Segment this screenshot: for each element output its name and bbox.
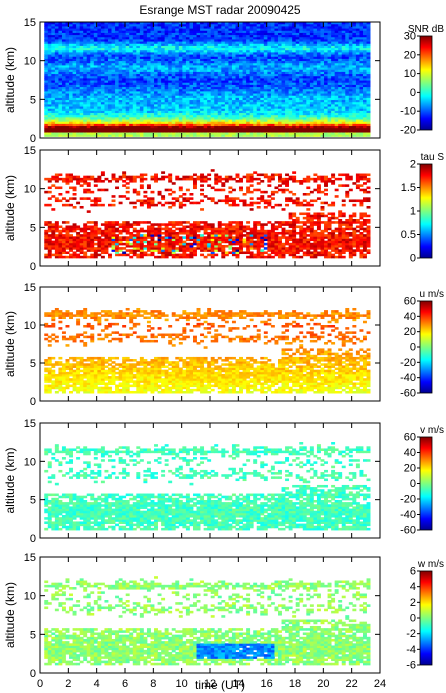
heatmap-cell — [44, 178, 48, 181]
heatmap-cell — [48, 204, 52, 207]
colorbar-tick-label: 0 — [410, 87, 416, 99]
heatmap-cell — [51, 195, 55, 198]
heatmap-cell — [44, 191, 48, 194]
heatmap-cell — [51, 184, 55, 187]
heatmap-cell — [48, 191, 52, 194]
heatmap-cell — [44, 254, 48, 257]
heatmap-cell — [51, 241, 55, 244]
colorbar-tick-label: 30 — [404, 31, 416, 43]
heatmap-cells — [44, 22, 370, 137]
colorbar-tick-label: 10 — [404, 68, 416, 80]
colorbar-tick-label: 20 — [404, 49, 416, 61]
colorbar-tick-label: -10 — [400, 106, 416, 118]
heatmap-cell — [51, 176, 55, 179]
heatmap-cell — [48, 221, 52, 224]
heatmap-cell — [44, 221, 48, 224]
heatmap-cell — [48, 187, 52, 190]
figure-title: Esrange MST radar 20090425 — [139, 3, 301, 17]
y-tick-label: 5 — [30, 94, 36, 106]
y-tick-label: 10 — [24, 56, 36, 68]
colorbar — [420, 36, 432, 130]
heatmap-cell — [44, 204, 48, 207]
heatmap-cell — [48, 178, 52, 181]
panel-2: 051015altitude (km)tau S00.511.52 — [3, 145, 444, 273]
heatmap-cell — [48, 234, 52, 237]
heatmap-cell — [51, 208, 55, 211]
heatmap-cell — [48, 197, 52, 200]
y-axis-label: altitude (km) — [3, 47, 17, 113]
heatmap-cell — [44, 230, 48, 233]
y-tick-label: 15 — [24, 17, 36, 29]
heatmap-cells — [44, 169, 370, 258]
heatmap-cell — [51, 223, 55, 226]
heatmap-cell — [51, 254, 55, 257]
y-tick-label: 0 — [30, 133, 36, 145]
colorbar-tick-label: -20 — [400, 125, 416, 137]
